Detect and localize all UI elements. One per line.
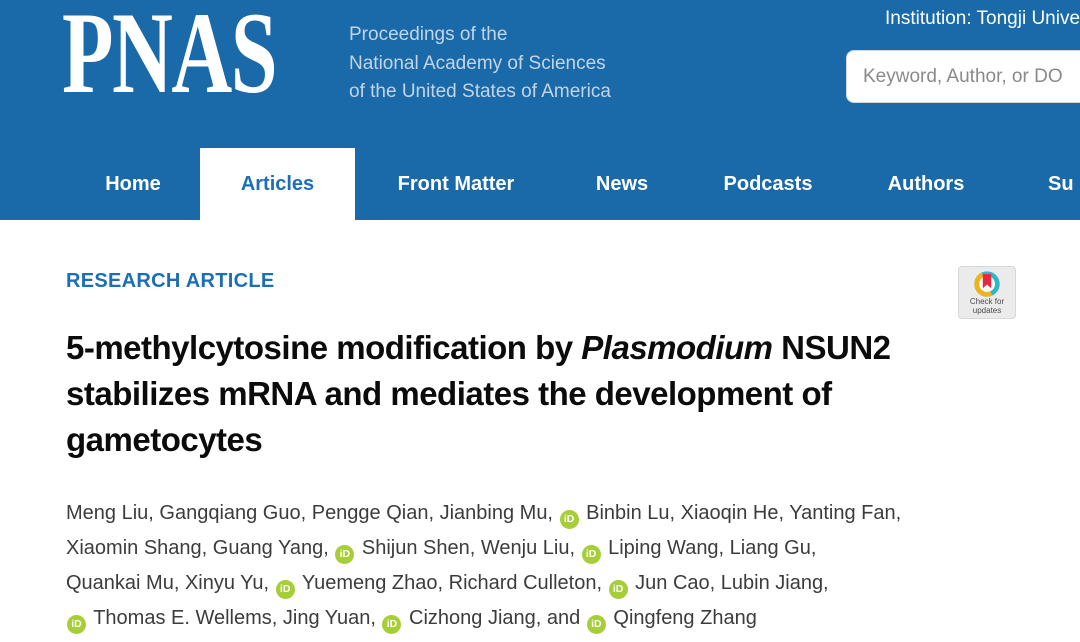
tagline-line: National Academy of Sciences bbox=[349, 52, 606, 74]
journal-tagline: Proceedings of the National Academy of S… bbox=[349, 21, 611, 107]
author-names: Qingfeng Zhang bbox=[607, 607, 757, 629]
orcid-icon[interactable]: iD bbox=[382, 615, 402, 634]
author-names: Yuemeng Zhao, Richard Culleton, bbox=[296, 572, 608, 594]
author-names: Xiaomin Shang, Guang Yang, bbox=[66, 537, 335, 559]
orcid-icon[interactable]: iD bbox=[608, 580, 628, 599]
nav-item-front-matter[interactable]: Front Matter bbox=[397, 173, 515, 195]
orcid-icon[interactable]: iD bbox=[581, 545, 601, 564]
nav-item-podcasts[interactable]: Podcasts bbox=[723, 173, 813, 195]
nav-tab-articles[interactable]: Articles bbox=[200, 148, 355, 220]
nav-item-home[interactable]: Home bbox=[105, 173, 161, 195]
author-names: Cizhong Jiang, and bbox=[403, 607, 586, 629]
author-line: iD Thomas E. Wellems, Jing Yuan, iD Cizh… bbox=[66, 601, 1016, 636]
author-line: Quankai Mu, Xinyu Yu, iD Yuemeng Zhao, R… bbox=[66, 566, 1016, 601]
title-italic-text: Plasmodium bbox=[581, 329, 773, 366]
primary-nav: Home Articles Front Matter News Podcasts… bbox=[0, 148, 1080, 220]
orcid-icon[interactable]: iD bbox=[559, 510, 579, 529]
tagline-line: Proceedings of the bbox=[349, 24, 508, 45]
author-names: Meng Liu, Gangqiang Guo, Pengge Qian, Ji… bbox=[66, 502, 559, 524]
tagline-line: of the United States of America bbox=[349, 81, 611, 102]
author-names: Thomas E. Wellems, Jing Yuan, bbox=[88, 607, 382, 629]
nav-item-news[interactable]: News bbox=[595, 173, 649, 195]
title-text: NSUN2 stabilizes mRNA and mediates the d… bbox=[66, 329, 891, 458]
orcid-icon[interactable]: iD bbox=[67, 615, 86, 634]
author-list: Meng Liu, Gangqiang Guo, Pengge Qian, Ji… bbox=[66, 496, 1016, 636]
author-line: Meng Liu, Gangqiang Guo, Pengge Qian, Ji… bbox=[66, 496, 1016, 531]
crossmark-label: Check for updates bbox=[969, 297, 1005, 315]
site-header: PNAS Proceedings of the National Academy… bbox=[0, 0, 1080, 220]
institution-label: Institution: Tongji Unive bbox=[885, 8, 1080, 29]
author-line: Xiaomin Shang, Guang Yang, iD Shijun She… bbox=[66, 531, 1016, 566]
orcid-icon[interactable]: iD bbox=[275, 580, 295, 599]
check-for-updates-badge[interactable]: Check for updates bbox=[958, 266, 1016, 319]
author-names: Jun Cao, Lubin Jiang, bbox=[629, 572, 829, 594]
article-title: 5-methylcytosine modification by Plasmod… bbox=[66, 325, 966, 463]
author-names: Shijun Shen, Wenju Liu, bbox=[356, 537, 581, 559]
crossmark-icon bbox=[974, 271, 1000, 297]
article-type-label: RESEARCH ARTICLE bbox=[66, 270, 275, 292]
title-text: 5-methylcytosine modification by bbox=[66, 329, 582, 366]
pnas-logo[interactable]: PNAS bbox=[62, 0, 278, 118]
nav-item-authors[interactable]: Authors bbox=[887, 173, 965, 195]
author-names: Quankai Mu, Xinyu Yu, bbox=[66, 572, 275, 594]
nav-item-submit[interactable]: Su bbox=[1048, 173, 1074, 195]
search-input[interactable] bbox=[846, 50, 1080, 103]
author-names: Liping Wang, Liang Gu, bbox=[602, 537, 817, 559]
orcid-icon[interactable]: iD bbox=[586, 615, 606, 634]
author-names: Binbin Lu, Xiaoqin He, Yanting Fan, bbox=[580, 502, 902, 524]
orcid-icon[interactable]: iD bbox=[335, 545, 355, 564]
